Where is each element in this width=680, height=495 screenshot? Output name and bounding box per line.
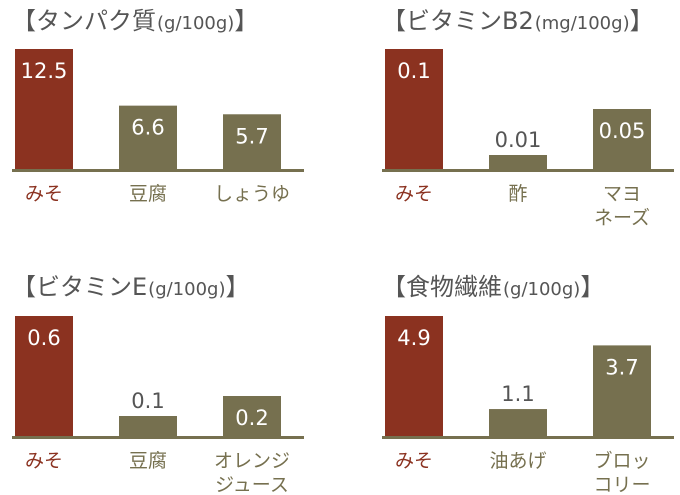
bar (489, 155, 547, 169)
category-label: ジュース (215, 474, 289, 495)
data-label: 4.9 (397, 326, 430, 350)
category-label: みそ (25, 183, 63, 205)
bar (385, 49, 443, 169)
chart-title-main: 【ビタミンB2 (382, 7, 534, 35)
data-label: 0.01 (495, 128, 542, 152)
chart-title-close: 】 (580, 273, 604, 301)
x-axis-line (382, 169, 674, 172)
category-label: 豆腐 (129, 183, 167, 205)
data-label: 12.5 (21, 59, 68, 83)
category-label: 酢 (508, 183, 527, 205)
chart-title: 【ビタミンB2(mg/100g)】 (382, 7, 654, 35)
category-label: 油あげ (489, 450, 546, 472)
bar (15, 316, 73, 436)
chart-title-close: 】 (234, 7, 258, 35)
bar (223, 114, 281, 169)
chart-title-main: 【タンパク質 (12, 7, 156, 35)
data-label: 1.1 (501, 382, 534, 406)
category-label: マヨ (603, 183, 641, 205)
data-label: 6.6 (131, 116, 164, 140)
chart-title: 【食物繊維(g/100g)】 (382, 273, 604, 301)
chart-panel: 【タンパク質(g/100g)】 12.5 みそ 6.6 豆腐 5.7 しょうゆ (12, 7, 304, 205)
chart-title-main: 【食物繊維 (382, 273, 502, 301)
data-label: 0.1 (397, 59, 430, 83)
x-axis-line (12, 169, 304, 172)
chart-title-close: 】 (226, 273, 250, 301)
data-label: 5.7 (235, 124, 268, 148)
category-label: みそ (395, 450, 433, 472)
bar (489, 409, 547, 436)
category-label: みそ (395, 183, 433, 205)
chart-title-unit: (mg/100g) (535, 13, 630, 34)
data-label: 0.6 (27, 326, 60, 350)
chart-title-unit: (g/100g) (503, 279, 580, 300)
data-label: 0.1 (131, 389, 164, 413)
x-axis-line (12, 436, 304, 439)
bar (119, 416, 177, 436)
data-label: 0.2 (235, 406, 268, 430)
bar (119, 105, 177, 169)
category-label: みそ (25, 450, 63, 472)
bar (223, 396, 281, 436)
category-label: オレンジ (214, 450, 290, 472)
chart-title-close: 】 (630, 7, 654, 35)
chart-title: 【ビタミンE(g/100g)】 (12, 273, 250, 301)
category-label: ネーズ (594, 207, 650, 229)
bar (385, 316, 443, 436)
chart-title-unit: (g/100g) (148, 279, 225, 300)
bar (593, 345, 651, 436)
category-label: ブロッ (593, 449, 650, 472)
chart-title-unit: (g/100g) (157, 13, 234, 34)
category-label: 豆腐 (129, 450, 167, 472)
bar (15, 49, 73, 169)
chart-title-main: 【ビタミンE (12, 273, 147, 301)
bar (593, 109, 651, 169)
x-axis-line (382, 436, 674, 439)
category-label: しょうゆ (214, 183, 290, 205)
chart-title: 【タンパク質(g/100g)】 (12, 7, 258, 35)
data-label: 3.7 (605, 355, 638, 379)
category-label: コリー (593, 474, 650, 495)
data-label: 0.05 (599, 119, 646, 143)
